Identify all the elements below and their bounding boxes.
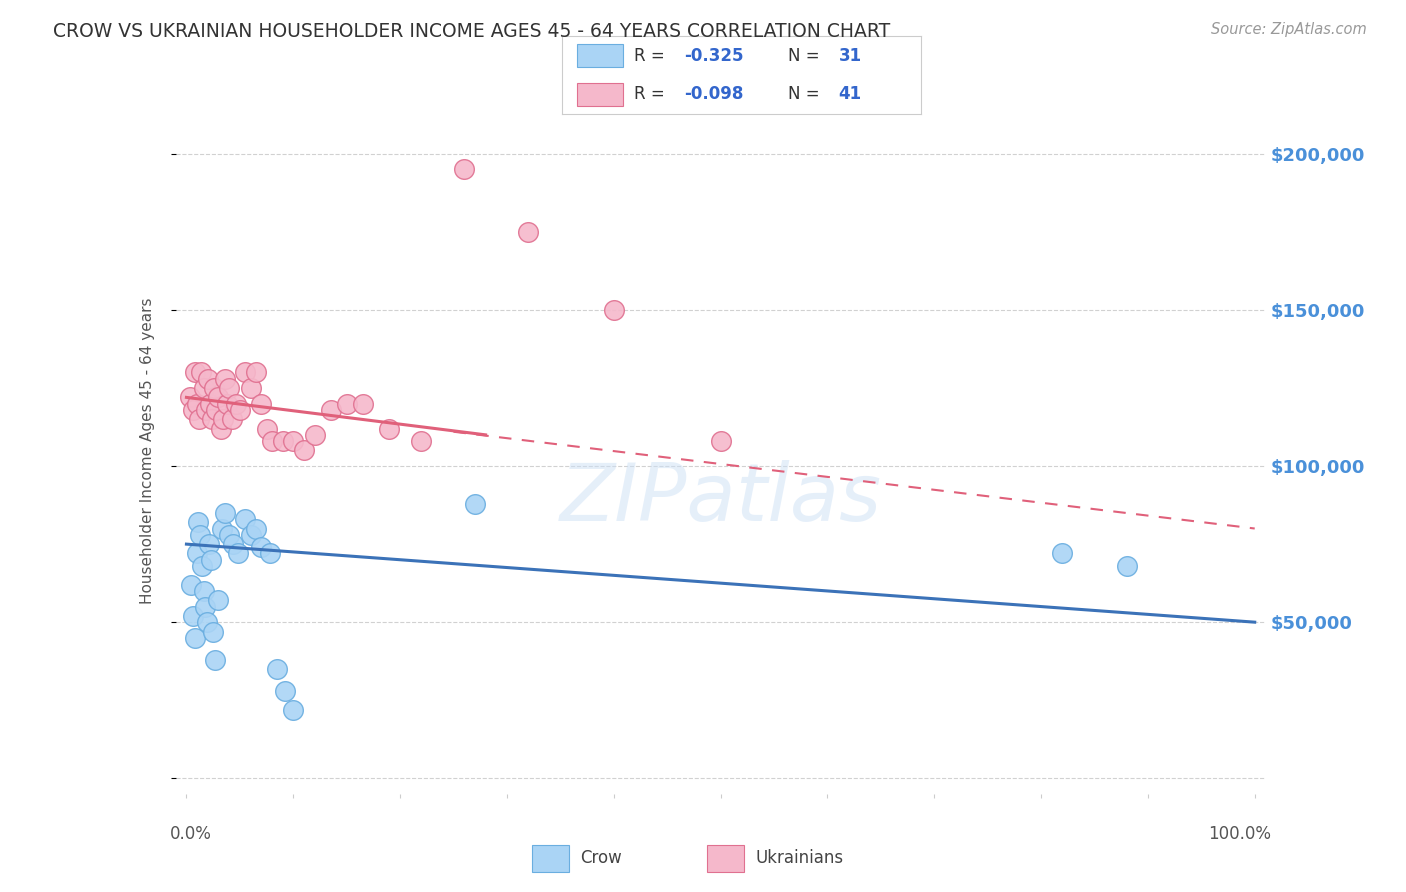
Point [187,515,209,529]
Point [207,391,229,405]
Point [256,422,278,436]
Text: Crow: Crow [581,849,621,867]
Point [221,412,243,426]
FancyBboxPatch shape [576,83,623,106]
Point [202,381,225,395]
Point [411,434,433,448]
Point [222,537,245,551]
Point [319,403,342,417]
Point [209,422,232,436]
Point [260,434,283,448]
Point [336,396,359,410]
Point [195,615,218,630]
Point [710,434,733,448]
Point [184,631,207,645]
Point [239,381,262,395]
Point [218,528,240,542]
Text: 0.0%: 0.0% [170,824,212,843]
Point [188,412,211,426]
Point [193,381,215,395]
Point [181,403,204,417]
Point [603,303,626,318]
Text: Source: ZipAtlas.com: Source: ZipAtlas.com [1211,22,1367,37]
Point [274,683,297,698]
Point [214,506,236,520]
FancyBboxPatch shape [707,845,744,872]
Point [188,528,211,542]
Point [194,403,217,417]
Y-axis label: Householder Income Ages 45 - 64 years: Householder Income Ages 45 - 64 years [141,297,155,604]
Point [352,396,374,410]
Point [181,608,204,623]
Point [207,593,229,607]
Point [186,546,208,561]
Text: -0.325: -0.325 [685,47,744,65]
Point [184,366,207,380]
Point [179,391,201,405]
Point [453,162,475,177]
Text: -0.098: -0.098 [685,85,744,103]
Point [271,434,294,448]
Point [250,396,273,410]
Point [191,558,214,574]
Point [233,512,256,526]
Point [245,366,267,380]
Point [239,528,262,542]
FancyBboxPatch shape [531,845,569,872]
FancyBboxPatch shape [576,44,623,67]
Point [283,703,305,717]
Point [186,396,208,410]
Text: R =: R = [634,85,671,103]
Point [229,403,252,417]
Text: CROW VS UKRAINIAN HOUSEHOLDER INCOME AGES 45 - 64 YEARS CORRELATION CHART: CROW VS UKRAINIAN HOUSEHOLDER INCOME AGE… [53,22,890,41]
Text: ZIPatlas: ZIPatlas [560,459,882,538]
Point [266,662,288,676]
Point [517,225,540,239]
Point [211,521,233,535]
Point [304,428,326,442]
Point [1115,558,1137,574]
Point [214,371,236,385]
Point [226,546,249,561]
Point [197,371,219,385]
Point [211,412,233,426]
Point [201,412,224,426]
Point [464,496,486,510]
Text: 100.0%: 100.0% [1208,824,1271,843]
Point [245,521,267,535]
Point [180,578,202,592]
Text: 41: 41 [838,85,862,103]
Text: Ukrainians: Ukrainians [755,849,844,867]
Point [205,403,228,417]
Point [215,396,238,410]
Point [250,540,273,554]
Point [233,366,256,380]
Text: N =: N = [789,47,825,65]
Point [200,552,222,567]
Point [193,583,215,598]
Text: N =: N = [789,85,825,103]
Point [190,366,212,380]
Point [378,422,401,436]
Point [198,396,221,410]
Point [283,434,305,448]
Point [1052,546,1074,561]
Point [202,624,225,639]
Point [218,381,240,395]
Point [204,653,226,667]
Point [259,546,281,561]
Point [292,443,315,458]
Point [198,537,221,551]
Text: 31: 31 [838,47,862,65]
Point [194,599,217,614]
Text: R =: R = [634,47,671,65]
Point [225,396,247,410]
